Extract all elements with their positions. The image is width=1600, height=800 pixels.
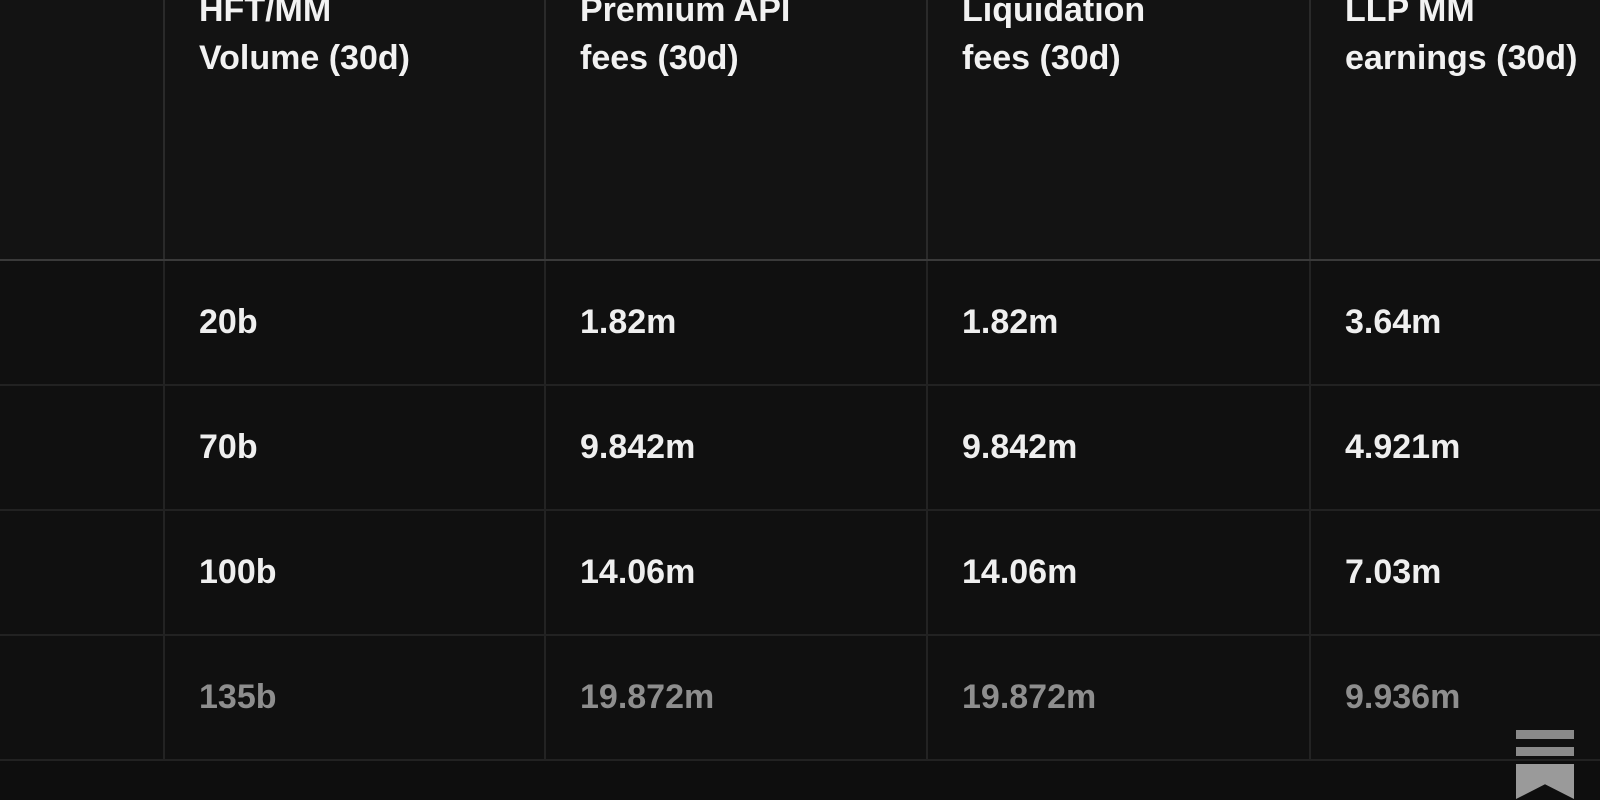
cell-hft-mm-volume: 70b bbox=[164, 385, 546, 511]
cell-liquidation-fees: 14.06m bbox=[927, 510, 1311, 636]
table-row[interactable]: 20b 1.82m 1.82m 3.64m bbox=[0, 260, 1600, 386]
cell-llp-mm-earnings: 3.64m bbox=[1310, 260, 1600, 386]
cell-premium-api-fees: 9.842m bbox=[545, 385, 928, 511]
cell-llp-mm-earnings: 7.03m bbox=[1310, 510, 1600, 636]
substack-icon[interactable] bbox=[1516, 730, 1574, 799]
cell-hft-mm-volume: 100b bbox=[164, 510, 546, 636]
table-horizontal-scroll-region[interactable]: …ons …25% HFT/MM Volume (30d) Premium AP… bbox=[0, 0, 1600, 761]
cell-tier bbox=[0, 510, 165, 636]
table-row[interactable]: 70b 9.842m 9.842m 4.921m bbox=[0, 385, 1600, 511]
column-header-tier[interactable]: …ons …25% bbox=[0, 0, 165, 261]
cell-hft-mm-volume: 20b bbox=[164, 260, 546, 386]
cell-liquidation-fees: 9.842m bbox=[927, 385, 1311, 511]
fee-tier-table: …ons …25% HFT/MM Volume (30d) Premium AP… bbox=[0, 0, 1600, 761]
cell-hft-mm-volume: 135b bbox=[164, 635, 546, 761]
column-header-hft-mm-volume[interactable]: HFT/MM Volume (30d) bbox=[164, 0, 546, 261]
column-header-liquidation-fees[interactable]: Liquidation fees (30d) bbox=[927, 0, 1311, 261]
column-header-llp-mm-earnings[interactable]: LLP MM earnings (30d) bbox=[1310, 0, 1600, 261]
cell-tier bbox=[0, 385, 165, 511]
column-header-premium-api-fees[interactable]: Premium API fees (30d) bbox=[545, 0, 928, 261]
cell-llp-mm-earnings: 4.921m bbox=[1310, 385, 1600, 511]
cell-tier bbox=[0, 635, 165, 761]
cell-premium-api-fees: 14.06m bbox=[545, 510, 928, 636]
table-row[interactable]: 135b 19.872m 19.872m 9.936m bbox=[0, 635, 1600, 761]
table-row[interactable]: 100b 14.06m 14.06m 7.03m bbox=[0, 510, 1600, 636]
cell-liquidation-fees: 1.82m bbox=[927, 260, 1311, 386]
cell-llp-mm-earnings: 9.936m bbox=[1310, 635, 1600, 761]
table-header: …ons …25% HFT/MM Volume (30d) Premium AP… bbox=[0, 0, 1600, 261]
table-header-row: …ons …25% HFT/MM Volume (30d) Premium AP… bbox=[0, 0, 1600, 261]
substack-icon-bar-middle bbox=[1516, 747, 1574, 756]
substack-icon-flag bbox=[1516, 764, 1574, 799]
cell-liquidation-fees: 19.872m bbox=[927, 635, 1311, 761]
cell-tier bbox=[0, 260, 165, 386]
table-body: 20b 1.82m 1.82m 3.64m 70b 9.842m 9.842m … bbox=[0, 260, 1600, 761]
cell-premium-api-fees: 19.872m bbox=[545, 635, 928, 761]
cell-premium-api-fees: 1.82m bbox=[545, 260, 928, 386]
substack-icon-bar-top bbox=[1516, 730, 1574, 739]
